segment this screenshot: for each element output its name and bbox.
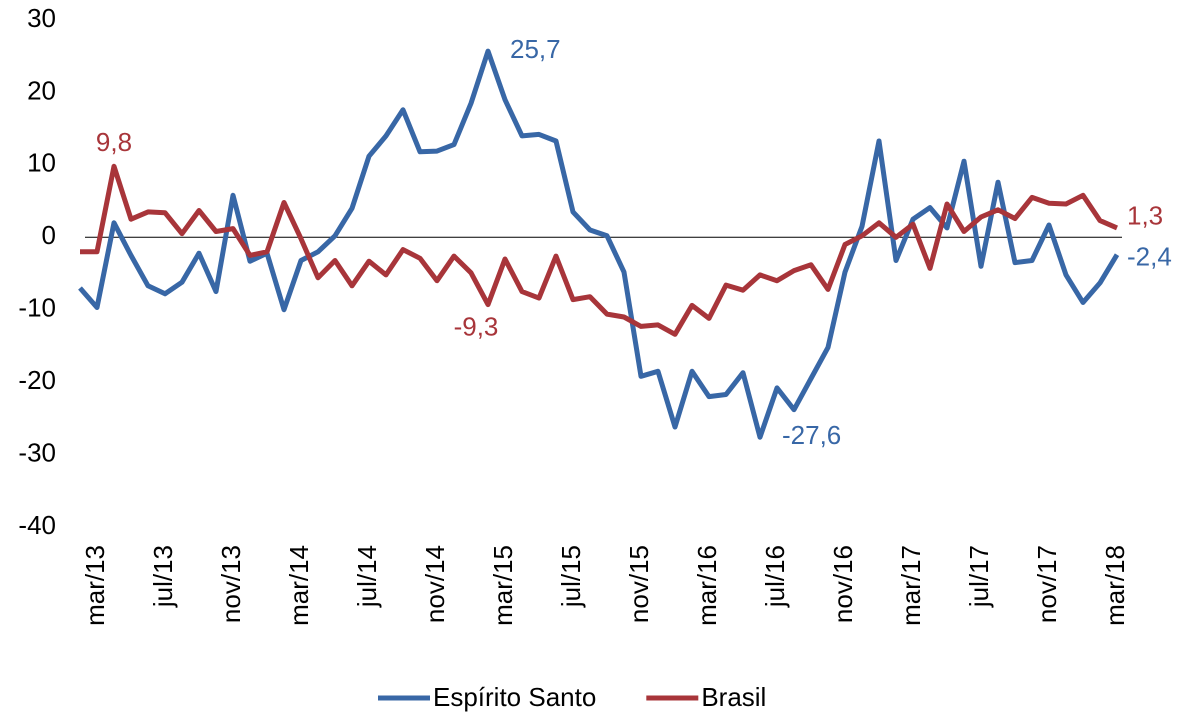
- data-label: 25,7: [510, 34, 561, 64]
- y-tick-label: -20: [18, 365, 56, 395]
- x-tick-label: jul/16: [760, 545, 790, 608]
- x-tick-label: nov/17: [1032, 545, 1062, 623]
- series-line: [78, 48, 1120, 440]
- y-tick-label: 30: [27, 3, 56, 33]
- y-tick-label: 10: [27, 148, 56, 178]
- x-tick-label: nov/14: [420, 545, 450, 623]
- x-tick-label: jul/14: [352, 545, 382, 608]
- legend-label: Espírito Santo: [433, 682, 596, 712]
- x-tick-label: mar/14: [284, 545, 314, 626]
- y-tick-label: -30: [18, 437, 56, 467]
- data-label: -9,3: [454, 312, 499, 342]
- x-tick-label: mar/17: [896, 545, 926, 626]
- x-tick-label: jul/13: [148, 545, 178, 608]
- legend-label: Brasil: [701, 682, 766, 712]
- x-tick-label: nov/13: [216, 545, 246, 623]
- y-tick-label: 20: [27, 75, 56, 105]
- series-line: [80, 163, 1118, 337]
- data-label: 1,3: [1127, 201, 1163, 231]
- x-tick-label: mar/13: [80, 545, 110, 626]
- x-tick-label: mar/16: [692, 545, 722, 626]
- y-tick-label: -40: [18, 510, 56, 540]
- data-label: -27,6: [782, 420, 841, 450]
- data-label: 9,8: [96, 127, 132, 157]
- y-tick-label: -10: [18, 293, 56, 323]
- x-tick-label: jul/17: [964, 545, 994, 608]
- x-tick-label: mar/15: [488, 545, 518, 626]
- x-tick-label: jul/15: [556, 545, 586, 608]
- x-tick-label: mar/18: [1100, 545, 1130, 626]
- y-tick-label: 0: [42, 220, 56, 250]
- x-tick-label: nov/16: [828, 545, 858, 623]
- data-label: -2,4: [1127, 242, 1172, 272]
- x-tick-label: nov/15: [624, 545, 654, 623]
